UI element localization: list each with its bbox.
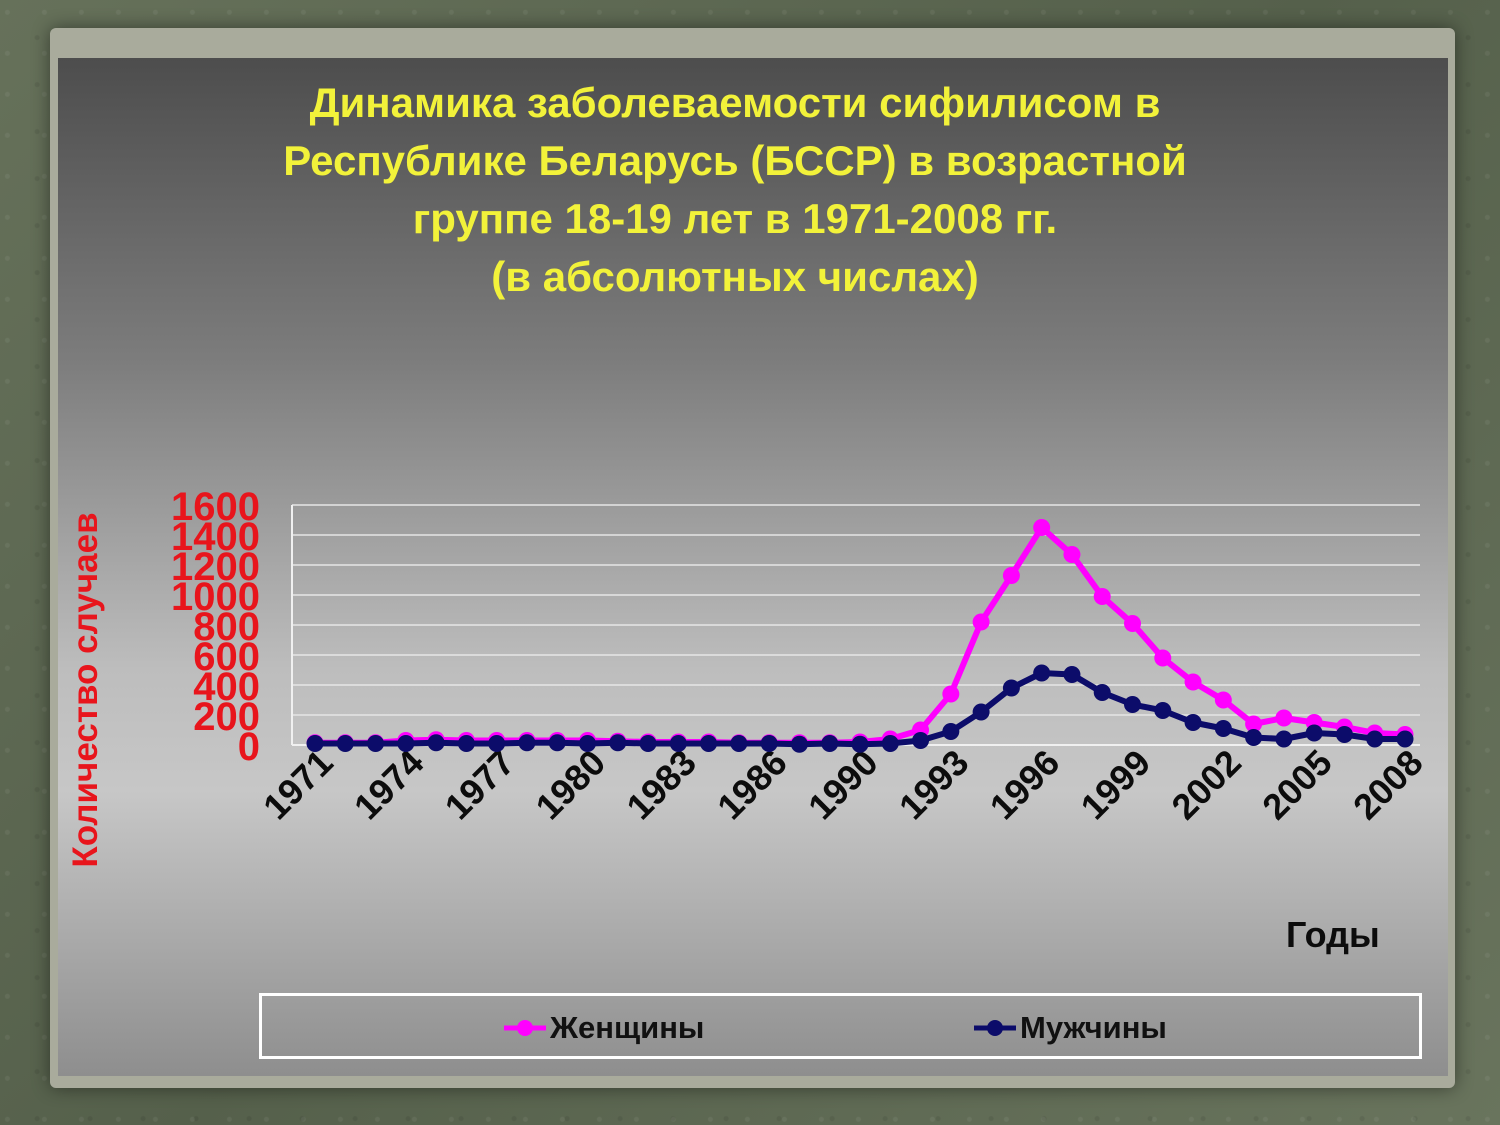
data-point: [1245, 729, 1263, 746]
chart-title: Динамика заболеваемости сифилисом в Респ…: [120, 74, 1350, 306]
title-line: группе 18-19 лет в 1971-2008 гг.: [412, 195, 1058, 242]
x-tick-label: 1980: [528, 742, 614, 828]
data-point: [1214, 691, 1232, 709]
slide-background: [58, 58, 1448, 1076]
data-point: [518, 734, 536, 752]
data-point: [1214, 720, 1232, 737]
legend: Женщины Мужчины: [259, 993, 1422, 1059]
x-tick-label: 1996: [982, 742, 1068, 828]
x-tick-label: 1999: [1073, 742, 1159, 828]
x-tick-label: 2005: [1254, 742, 1340, 828]
x-tick-label: 1983: [618, 742, 704, 828]
data-point: [881, 735, 899, 752]
data-point: [1002, 679, 1020, 697]
x-tick-label: 1974: [346, 742, 432, 828]
data-point: [1002, 567, 1020, 584]
data-point: [457, 735, 475, 752]
legend-label-women: Женщины: [550, 1010, 705, 1045]
data-point: [1063, 666, 1081, 683]
y-tick-label: 1000: [171, 575, 260, 619]
title-line: Динамика заболеваемости сифилисом в: [309, 79, 1161, 126]
data-point: [1184, 673, 1202, 691]
y-tick-label: 1400: [171, 515, 260, 559]
x-tick-label: 1993: [891, 742, 977, 828]
data-point: [1093, 684, 1111, 701]
data-point: [972, 703, 990, 721]
data-point: [427, 734, 445, 752]
data-point: [700, 735, 718, 752]
data-point: [1063, 546, 1081, 563]
legend-marker-women-icon: [504, 1020, 546, 1036]
y-tick-label: 600: [193, 635, 260, 679]
legend-marker-men-icon: [974, 1020, 1016, 1036]
data-point: [1275, 730, 1293, 748]
x-tick-label: 1971: [255, 742, 341, 828]
data-point: [336, 735, 354, 752]
data-point: [1184, 714, 1202, 731]
data-point: [1154, 649, 1172, 667]
x-tick-label: 1977: [437, 742, 523, 828]
data-point: [1154, 702, 1172, 719]
y-tick-label: 200: [193, 695, 260, 739]
data-point: [397, 735, 415, 752]
legend-label-men: Мужчины: [1020, 1010, 1167, 1045]
data-point: [1366, 730, 1384, 748]
x-tick-label: 1986: [709, 742, 795, 828]
y-tick-label: 400: [193, 665, 260, 709]
y-tick-label: 1200: [171, 545, 260, 589]
data-point: [1305, 724, 1323, 742]
data-point: [1093, 588, 1111, 605]
data-point: [942, 685, 960, 703]
data-point: [1033, 519, 1051, 536]
data-point: [548, 734, 566, 752]
x-tick-label: 1990: [800, 742, 886, 828]
x-tick-label: 2002: [1163, 742, 1249, 828]
data-point: [972, 613, 990, 631]
y-tick-label: 0: [238, 725, 260, 769]
title-line: Республике Беларусь (БССР) в возрастной: [283, 137, 1187, 184]
data-point: [790, 735, 808, 753]
data-point: [912, 732, 930, 749]
y-tick-label: 1600: [171, 485, 260, 529]
data-point: [1033, 664, 1051, 682]
series-line: [315, 524, 1406, 746]
data-point: [609, 734, 627, 752]
data-point: [821, 735, 839, 752]
data-point: [730, 735, 748, 752]
data-point: [1124, 696, 1141, 713]
data-point: [669, 735, 687, 752]
data-point: [488, 735, 506, 752]
data-point: [1245, 715, 1263, 733]
data-point: [1335, 726, 1353, 743]
x-tick-label: 2008: [1345, 742, 1431, 828]
data-point: [760, 735, 778, 752]
data-point: [1275, 709, 1293, 727]
y-tick-label: 800: [193, 605, 260, 649]
title-line: (в абсолютных числах): [491, 253, 979, 300]
data-point: [851, 735, 869, 753]
x-axis-title: Годы: [1286, 914, 1380, 955]
data-point: [367, 735, 385, 752]
data-point: [942, 723, 960, 740]
data-point: [579, 735, 596, 752]
data-point: [306, 735, 324, 752]
data-point: [639, 735, 657, 752]
data-point: [1396, 730, 1414, 748]
data-point: [1124, 615, 1141, 632]
